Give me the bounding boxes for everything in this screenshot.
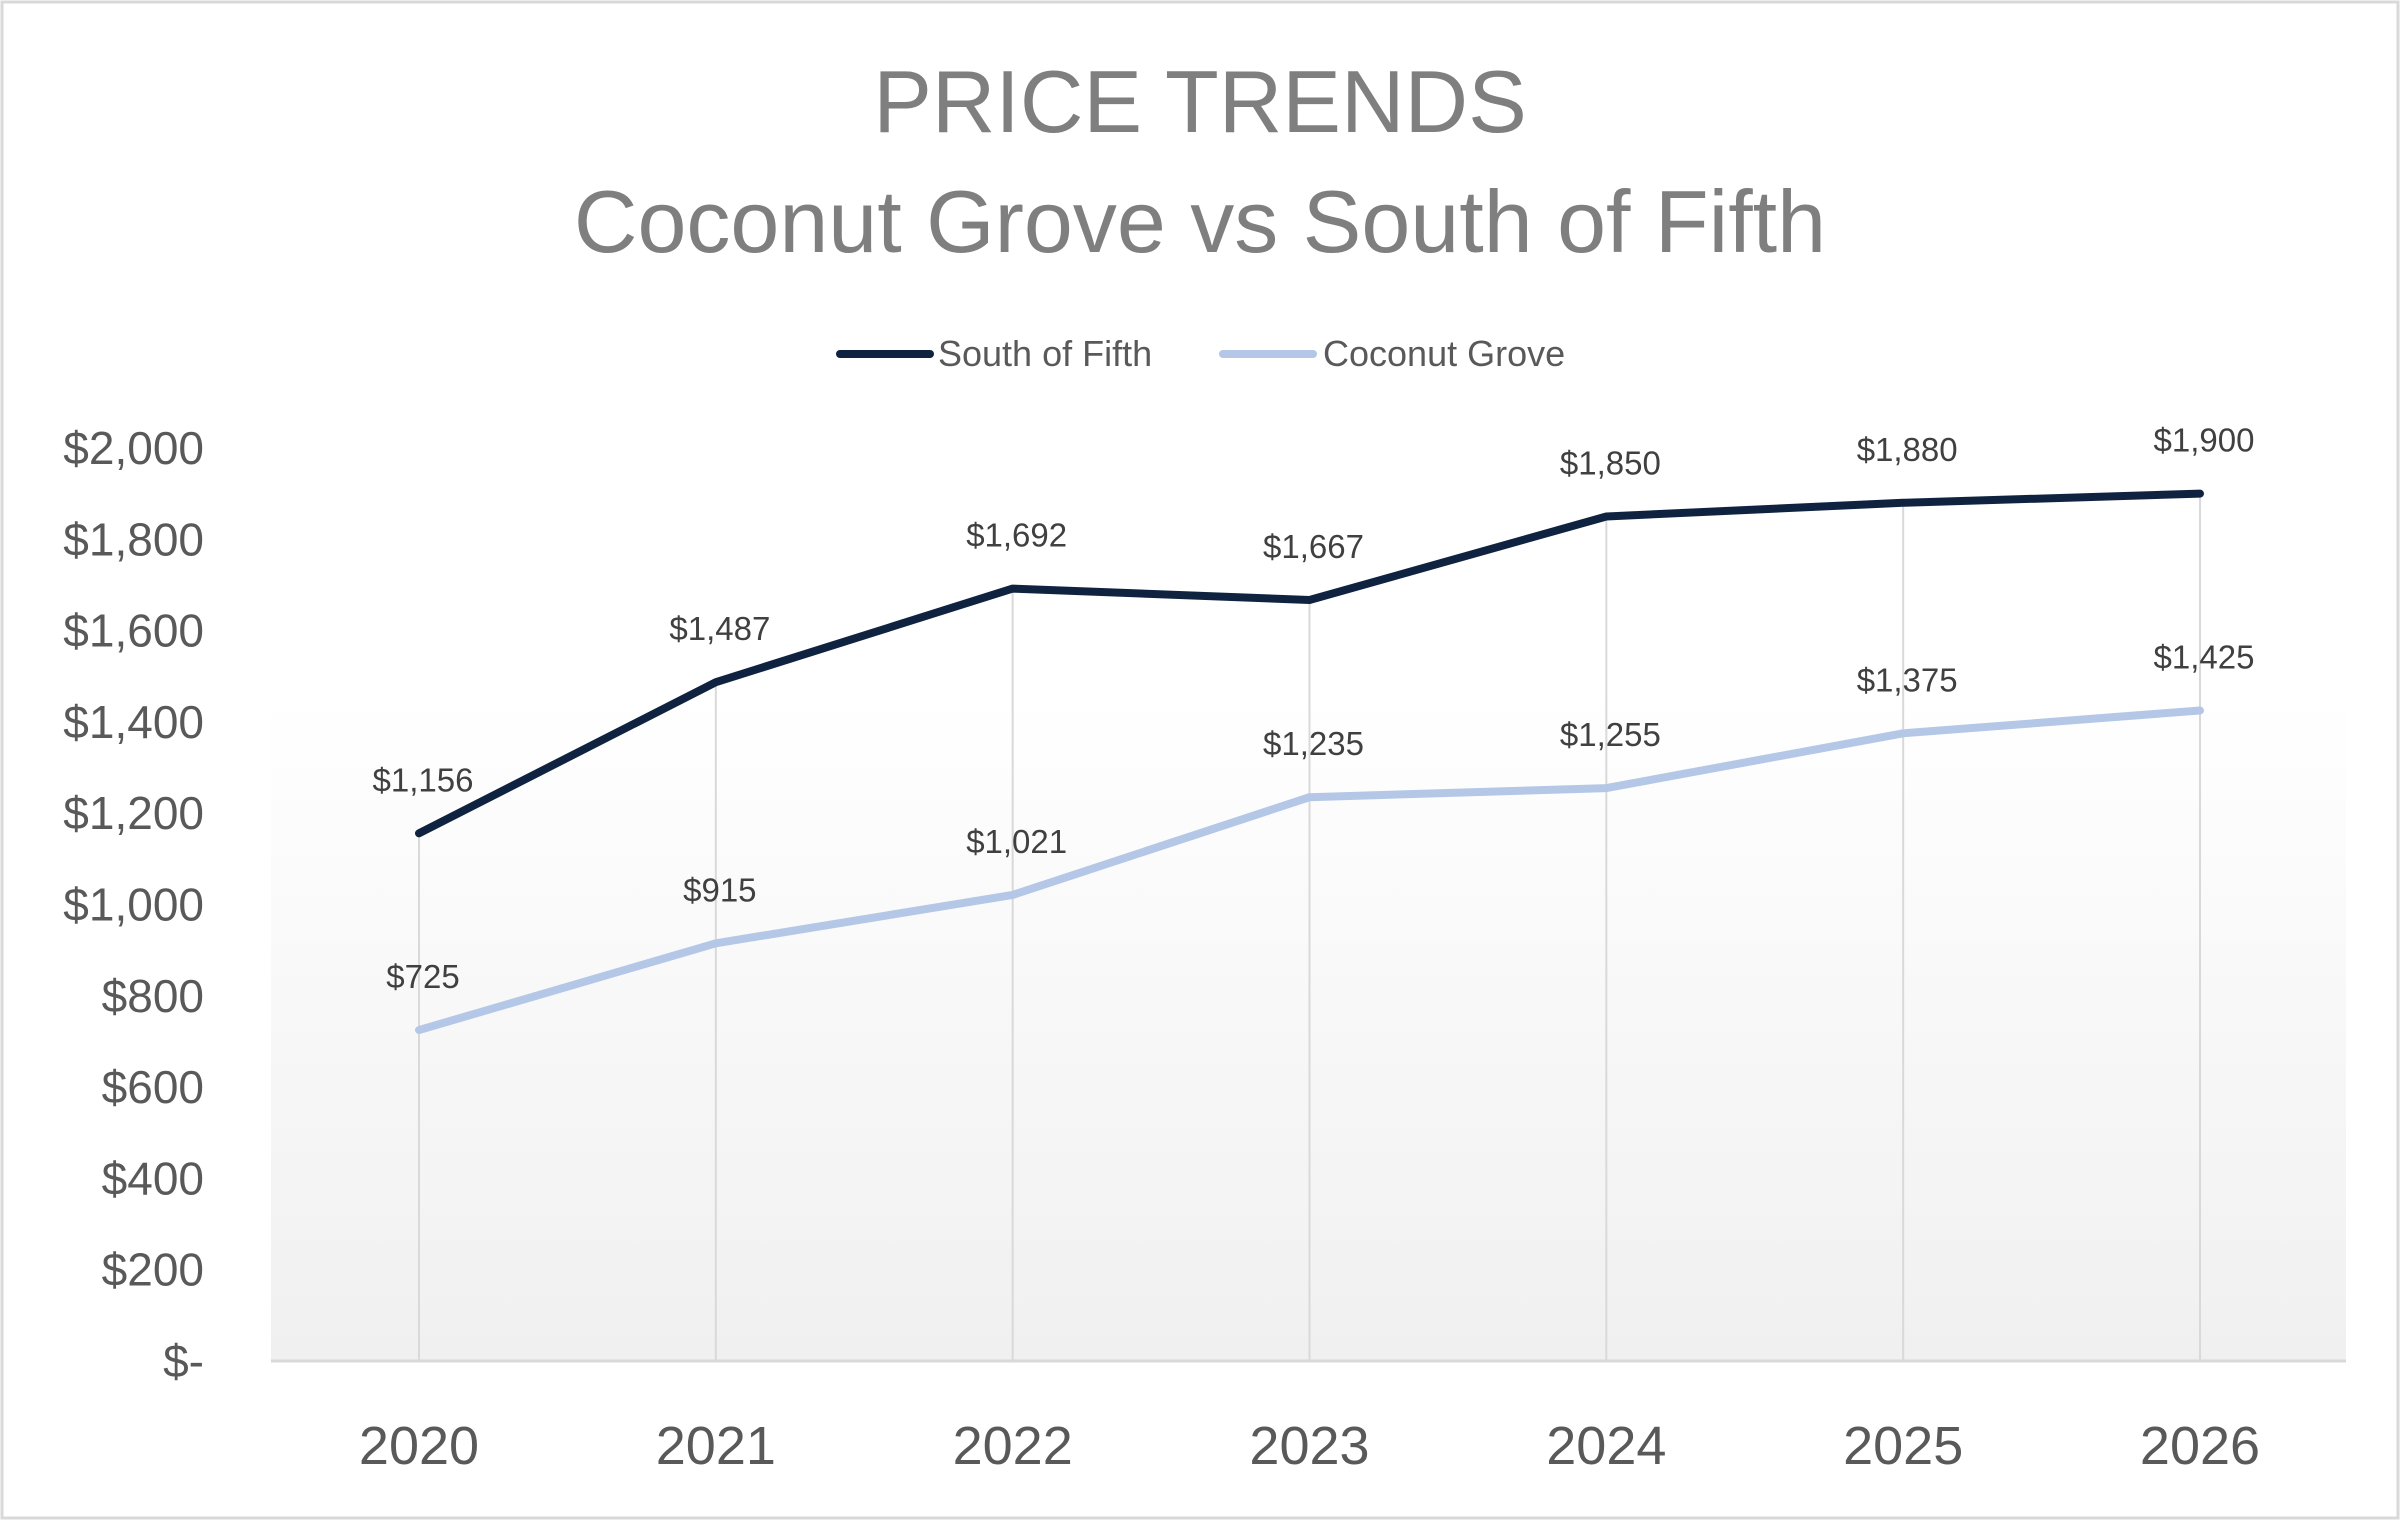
y-tick-label: $1,800 <box>63 513 204 565</box>
y-tick-label: $400 <box>102 1152 204 1204</box>
x-tick-label: 2024 <box>1546 1416 1666 1476</box>
y-tick-label: $1,600 <box>63 605 204 657</box>
data-label: $915 <box>683 871 756 908</box>
data-point <box>2199 709 2201 712</box>
y-tick-label: $- <box>163 1335 204 1387</box>
data-point <box>1902 501 1905 504</box>
y-tick-label: $1,200 <box>63 787 204 839</box>
data-labels: $725 $915 $1,021 $1,235 $1,255 $1,375 $1,425 $1… <box>373 422 2255 995</box>
data-label: $1,156 <box>373 761 474 798</box>
data-point <box>1011 587 1014 590</box>
data-label: $1,880 <box>1857 431 1958 468</box>
data-label: $725 <box>386 958 459 995</box>
data-label: $1,900 <box>2154 422 2255 459</box>
data-point <box>714 942 717 945</box>
legend: South of Fifth Coconut Grove <box>836 333 1565 374</box>
data-point <box>1011 893 1014 896</box>
data-point <box>1605 515 1608 518</box>
data-point <box>2199 492 2201 495</box>
data-label: $1,487 <box>669 610 770 647</box>
x-tick-label: 2025 <box>1843 1416 1963 1476</box>
y-axis: $- $200 $400 $600 $800 $1,000 $1,200 $1,400 $1,6… <box>63 422 204 1387</box>
data-point <box>1308 796 1311 799</box>
data-point <box>714 681 717 684</box>
data-point <box>418 1029 420 1032</box>
x-tick-label: 2021 <box>656 1416 776 1476</box>
data-point <box>418 832 420 835</box>
data-label: $1,425 <box>2154 638 2255 675</box>
data-point <box>1605 787 1608 790</box>
y-tick-label: $200 <box>102 1244 204 1296</box>
series-group <box>415 489 2204 1035</box>
x-axis: 2020 2021 2022 2023 2024 2025 2026 <box>271 1359 2346 1476</box>
legend-label-1: Coconut Grove <box>1323 333 1565 374</box>
y-tick-label: $600 <box>102 1061 204 1113</box>
x-tick-label: 2026 <box>2140 1416 2260 1476</box>
y-tick-label: $1,400 <box>63 696 204 748</box>
data-label: $1,667 <box>1263 528 1364 565</box>
x-tick-label: 2022 <box>953 1416 1073 1476</box>
chart-subtitle: Coconut Grove vs South of Fifth <box>574 172 1826 271</box>
data-label: $1,021 <box>966 823 1067 860</box>
data-label: $1,850 <box>1560 444 1661 481</box>
x-tick-label: 2023 <box>1249 1416 1369 1476</box>
data-label: $1,375 <box>1857 661 1958 698</box>
data-point <box>1902 732 1905 735</box>
data-point <box>1308 599 1311 602</box>
drop-lines <box>418 493 2201 1361</box>
data-label: $1,235 <box>1263 725 1364 762</box>
y-tick-label: $2,000 <box>63 422 204 474</box>
y-tick-label: $1,000 <box>63 879 204 931</box>
data-label: $1,255 <box>1560 716 1661 753</box>
chart-title: PRICE TRENDS <box>873 52 1527 151</box>
legend-label-0: South of Fifth <box>938 333 1152 374</box>
data-label: $1,692 <box>966 517 1067 554</box>
y-tick-label: $800 <box>102 970 204 1022</box>
x-tick-label: 2020 <box>359 1416 479 1476</box>
